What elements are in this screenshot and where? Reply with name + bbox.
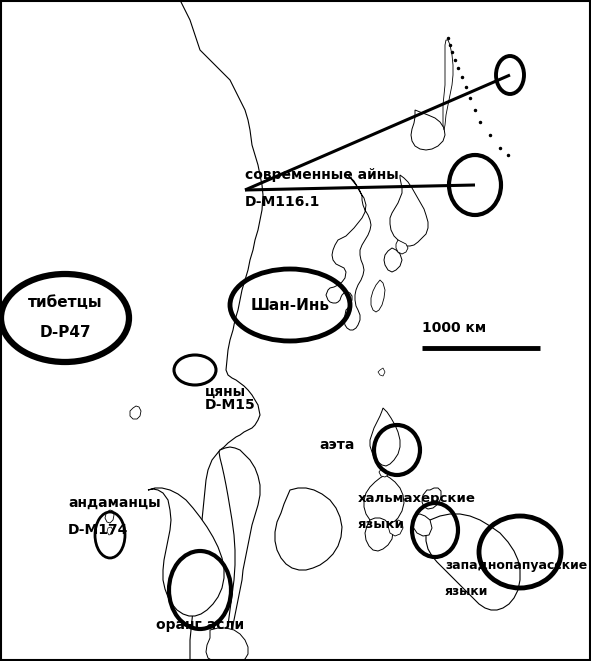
- Text: Шан-Инь: Шан-Инь: [251, 297, 330, 313]
- Text: современные айны: современные айны: [245, 168, 399, 182]
- Polygon shape: [275, 488, 342, 570]
- Polygon shape: [412, 514, 432, 536]
- Polygon shape: [379, 468, 388, 477]
- Polygon shape: [396, 240, 408, 254]
- Polygon shape: [206, 628, 248, 661]
- Polygon shape: [426, 514, 520, 610]
- Text: D-M116.1: D-M116.1: [245, 195, 320, 209]
- Text: языки: языки: [358, 518, 405, 531]
- Text: языки: языки: [445, 585, 488, 598]
- Polygon shape: [105, 510, 114, 523]
- Text: хальмахерские: хальмахерские: [358, 492, 476, 505]
- Text: D-M15: D-M15: [205, 398, 256, 412]
- Polygon shape: [130, 406, 141, 419]
- Polygon shape: [390, 175, 428, 246]
- Polygon shape: [388, 520, 403, 536]
- Polygon shape: [371, 280, 385, 312]
- Polygon shape: [422, 488, 441, 509]
- Polygon shape: [0, 0, 263, 661]
- Text: тибетцы: тибетцы: [28, 295, 102, 310]
- Text: андаманцы: андаманцы: [68, 496, 161, 510]
- Polygon shape: [384, 248, 402, 272]
- Polygon shape: [148, 488, 224, 616]
- Polygon shape: [370, 408, 400, 466]
- Text: 1000 км: 1000 км: [422, 321, 486, 335]
- Polygon shape: [365, 518, 393, 551]
- Polygon shape: [107, 527, 113, 535]
- Text: D-M174: D-M174: [68, 523, 128, 537]
- Polygon shape: [219, 447, 260, 661]
- Polygon shape: [443, 40, 453, 130]
- Polygon shape: [326, 175, 371, 330]
- Polygon shape: [411, 110, 445, 150]
- Text: аэта: аэта: [320, 438, 355, 452]
- Text: западнопапуасские: западнопапуасские: [445, 559, 587, 572]
- Polygon shape: [378, 368, 385, 376]
- Text: цяны: цяны: [205, 385, 246, 399]
- Polygon shape: [364, 475, 404, 527]
- Text: D-P47: D-P47: [39, 325, 91, 340]
- Text: оранг асли: оранг асли: [156, 618, 244, 632]
